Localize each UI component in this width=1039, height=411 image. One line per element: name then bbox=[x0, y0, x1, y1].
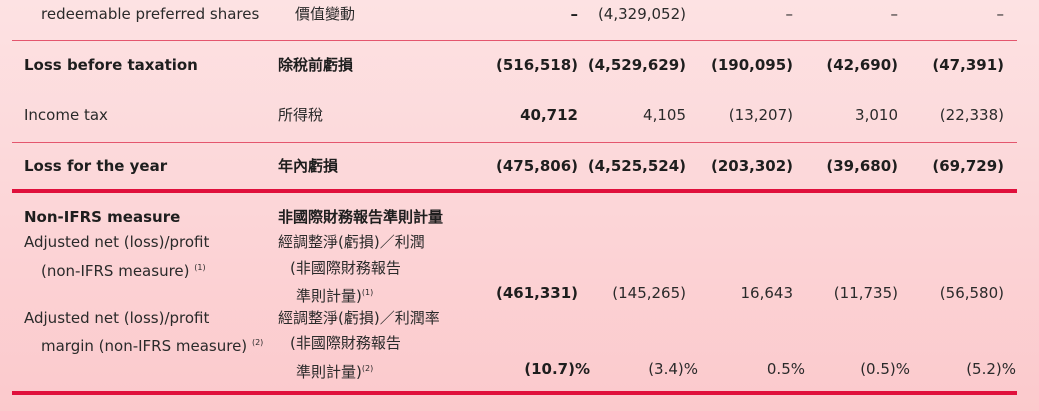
section-heading-zh: 非國際財務報告準則計量 bbox=[278, 208, 444, 226]
row-label-en: Adjusted net (loss)/profit bbox=[24, 233, 210, 251]
value-cell: (4,329,052) bbox=[597, 5, 686, 23]
row-label-en: Adjusted net (loss)/profit bbox=[24, 309, 210, 327]
value-cell: (516,518) bbox=[495, 56, 578, 74]
value-cell: (10.7)% bbox=[524, 360, 590, 378]
row-label-zh: 所得稅 bbox=[278, 106, 324, 124]
row-label-zh: 準則計量)(2) bbox=[296, 359, 373, 382]
row-label-zh: 年內虧損 bbox=[278, 157, 339, 175]
divider bbox=[12, 142, 1017, 143]
label-text: (non-IFRS measure) bbox=[41, 262, 190, 280]
value-cell: (203,302) bbox=[710, 157, 793, 175]
value-cell: 3,010 bbox=[855, 106, 898, 124]
value-cell: (22,338) bbox=[939, 106, 1004, 124]
section-heading-en: Non-IFRS measure bbox=[24, 208, 181, 226]
divider bbox=[12, 40, 1017, 41]
divider-thick bbox=[12, 189, 1017, 193]
footnote-ref: (1) bbox=[194, 263, 206, 272]
row-label-en: redeemable preferred shares bbox=[41, 5, 260, 23]
footnote-ref: (2) bbox=[251, 338, 264, 347]
value-cell: 16,643 bbox=[740, 284, 794, 302]
footnote-ref: (1) bbox=[361, 288, 374, 297]
value-cell: (145,265) bbox=[612, 284, 686, 302]
row-label-zh: 除稅前虧損 bbox=[278, 56, 354, 74]
label-text: margin (non-IFRS measure) bbox=[41, 337, 248, 355]
row-label-en: Loss before taxation bbox=[24, 56, 198, 74]
row-label-zh: 價值變動 bbox=[295, 5, 356, 23]
value-cell: (475,806) bbox=[495, 157, 578, 175]
row-label-zh: (非國際財務報告 bbox=[290, 334, 401, 352]
value-cell: (190,095) bbox=[710, 56, 793, 74]
label-text: 準則計量) bbox=[296, 363, 362, 381]
footnote-ref: (2) bbox=[361, 364, 374, 373]
value-cell: 4,105 bbox=[643, 106, 686, 124]
value-cell: (3.4)% bbox=[648, 360, 698, 378]
row-label-zh: 經調整淨(虧損)／利潤 bbox=[278, 233, 425, 251]
value-cell: (4,525,524) bbox=[587, 157, 686, 175]
value-cell: (5.2)% bbox=[966, 360, 1016, 378]
label-text: 準則計量) bbox=[296, 287, 362, 305]
value-cell: (13,207) bbox=[728, 106, 793, 124]
row-label-zh: 準則計量)(1) bbox=[296, 283, 373, 306]
row-label-zh: (非國際財務報告 bbox=[290, 259, 401, 277]
row-label-en: (non-IFRS measure) (1) bbox=[41, 258, 206, 281]
value-cell: (47,391) bbox=[932, 56, 1004, 74]
value-cell: – bbox=[890, 5, 899, 23]
value-cell: – bbox=[785, 5, 794, 23]
value-cell: 0.5% bbox=[766, 360, 805, 378]
row-label-zh: 經調整淨(虧損)／利潤率 bbox=[278, 309, 440, 327]
value-cell: 40,712 bbox=[520, 106, 578, 124]
value-cell: – bbox=[996, 5, 1005, 23]
value-cell: – bbox=[570, 5, 579, 23]
divider-thick bbox=[12, 391, 1017, 395]
value-cell: (4,529,629) bbox=[587, 56, 686, 74]
value-cell: (11,735) bbox=[833, 284, 898, 302]
value-cell: (39,680) bbox=[826, 157, 898, 175]
value-cell: (56,580) bbox=[939, 284, 1004, 302]
row-label-en: Loss for the year bbox=[24, 157, 168, 175]
row-label-en: Income tax bbox=[24, 106, 108, 124]
value-cell: (69,729) bbox=[932, 157, 1004, 175]
value-cell: (42,690) bbox=[826, 56, 898, 74]
row-label-en: margin (non-IFRS measure) (2) bbox=[41, 333, 263, 356]
value-cell: (461,331) bbox=[495, 284, 578, 302]
value-cell: (0.5)% bbox=[860, 360, 910, 378]
